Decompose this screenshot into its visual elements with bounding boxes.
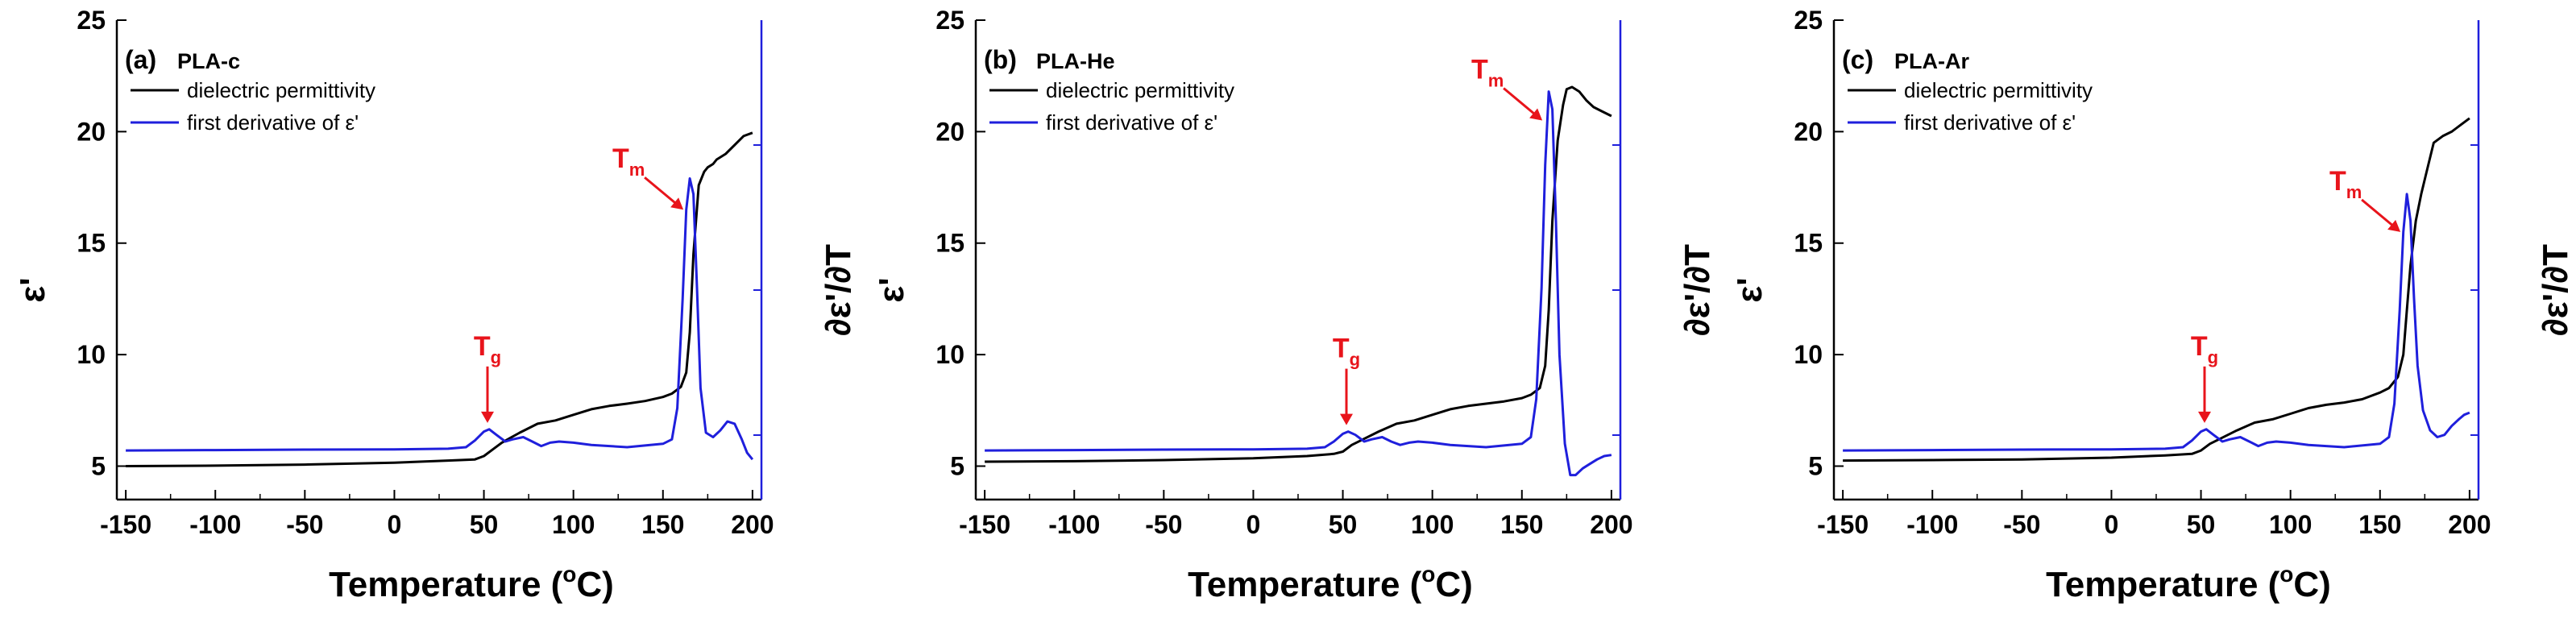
x-axis-label: Temperature (oC)	[329, 562, 614, 604]
y-axis-label-left: ε'	[13, 277, 52, 302]
y-tick-label: 10	[935, 340, 964, 369]
plot-area: -150 -100 -50 0 50 100 150 200 5 10 15 20 25	[77, 6, 774, 539]
y-tick-label: 5	[91, 451, 106, 480]
plot-area: -150 -100 -50 0 50 100 150 200 5 10 15 20 25	[935, 6, 1632, 539]
x-tick-label: 100	[552, 510, 595, 539]
series-derivative-line	[126, 177, 754, 461]
x-tick-label: -100	[1906, 510, 1958, 539]
y-tick-label: 25	[1794, 6, 1823, 35]
y-tick-label: 25	[935, 6, 964, 35]
x-tick-label: 0	[2105, 510, 2119, 539]
x-tick-label: 0	[1247, 510, 1261, 539]
legend-label-derivative: first derivative of ε'	[187, 110, 359, 135]
x-tick-label: -50	[2003, 510, 2040, 539]
tm-annotation-label: Tm	[612, 143, 645, 180]
x-axis-label: Temperature (oC)	[1188, 562, 1473, 604]
tg-annotation-label: Tg	[2191, 331, 2218, 367]
x-tick-label: 200	[1590, 510, 1632, 539]
y-axis-label-right: ∂ε'/∂T	[819, 244, 858, 336]
tg-annotation-label: Tg	[474, 331, 501, 367]
panel-name: PLA-c	[177, 49, 240, 73]
x-tick-label: 200	[2448, 510, 2491, 539]
tg-annotation-label: Tg	[1333, 334, 1360, 370]
x-tick-label: -100	[189, 510, 241, 539]
x-tick-label: 0	[388, 510, 402, 539]
legend-label-permittivity: dielectric permittivity	[187, 78, 375, 102]
series-derivative-line	[985, 90, 1612, 477]
x-tick-label: 50	[470, 510, 499, 539]
y-axis-label-left: ε'	[872, 277, 911, 302]
chart-panel-a: -150 -100 -50 0 50 100 150 200 5 10 15 20 25 (a) PLA…	[13, 6, 858, 604]
panel-name: PLA-Ar	[1894, 49, 1969, 73]
tg-arrow-head	[2198, 411, 2211, 423]
x-tick-label: -150	[959, 510, 1010, 539]
x-tick-label: 200	[731, 510, 774, 539]
tg-arrow-head	[481, 411, 494, 423]
chart-panel-b: -150 -100 -50 0 50 100 150 200 5 10 15 20 25 (b) PLA…	[872, 6, 1717, 604]
tm-annotation-label: Tm	[2329, 166, 2362, 202]
series-permittivity-line	[985, 85, 1612, 463]
tm-arrow-head	[2387, 219, 2401, 232]
y-tick-label: 15	[77, 229, 106, 258]
panel-name: PLA-He	[1036, 49, 1115, 73]
y-axis-label-right: ∂ε'/∂T	[2536, 244, 2575, 336]
panel-label: (a)	[125, 45, 156, 74]
tm-arrow-head	[670, 197, 684, 210]
y-tick-label: 15	[935, 229, 964, 258]
y-tick-label: 20	[935, 117, 964, 146]
y-tick-label: 10	[77, 340, 106, 369]
tm-arrow-shaft	[644, 176, 680, 207]
chart-panel-c: -150 -100 -50 0 50 100 150 200 5 10 15 20 25 (c) PLA…	[1730, 6, 2575, 604]
y-tick-label: 20	[77, 117, 106, 146]
y-tick-label: 5	[1808, 451, 1823, 480]
tm-annotation-label: Tm	[1471, 55, 1504, 91]
x-tick-label: 50	[1329, 510, 1358, 539]
y-tick-label: 5	[950, 451, 964, 480]
panel-label: (b)	[984, 45, 1017, 74]
x-tick-label: 100	[1411, 510, 1454, 539]
legend-label-derivative: first derivative of ε'	[1904, 110, 2076, 135]
y-axis-label-left: ε'	[1730, 277, 1769, 302]
y-tick-label: 20	[1794, 117, 1823, 146]
legend-label-permittivity: dielectric permittivity	[1904, 78, 2093, 102]
tm-arrow-head	[1529, 108, 1543, 121]
y-tick-label: 10	[1794, 340, 1823, 369]
x-tick-label: -100	[1048, 510, 1100, 539]
tg-arrow-head	[1340, 413, 1353, 425]
x-tick-label: -150	[1817, 510, 1869, 539]
x-tick-label: 150	[2358, 510, 2401, 539]
series-permittivity-line	[1843, 117, 2470, 462]
series-derivative-line	[1843, 193, 2470, 452]
tm-arrow-shaft	[1503, 87, 1539, 118]
legend-label-derivative: first derivative of ε'	[1046, 110, 1217, 135]
plot-area: -150 -100 -50 0 50 100 150 200 5 10 15 20 25	[1794, 6, 2491, 539]
x-axis-label: Temperature (oC)	[2046, 562, 2331, 604]
x-tick-label: 150	[1500, 510, 1543, 539]
x-tick-label: -150	[100, 510, 151, 539]
y-tick-label: 15	[1794, 229, 1823, 258]
x-tick-label: 150	[641, 510, 684, 539]
x-tick-label: 50	[2187, 510, 2216, 539]
panel-label: (c)	[1842, 45, 1873, 74]
x-tick-label: 100	[2269, 510, 2312, 539]
x-tick-label: -50	[286, 510, 323, 539]
series-permittivity-line	[126, 131, 753, 467]
tm-arrow-shaft	[2361, 198, 2397, 230]
legend-label-permittivity: dielectric permittivity	[1046, 78, 1234, 102]
y-axis-label-right: ∂ε'/∂T	[1678, 244, 1717, 336]
x-tick-label: -50	[1145, 510, 1182, 539]
y-tick-label: 25	[77, 6, 106, 35]
